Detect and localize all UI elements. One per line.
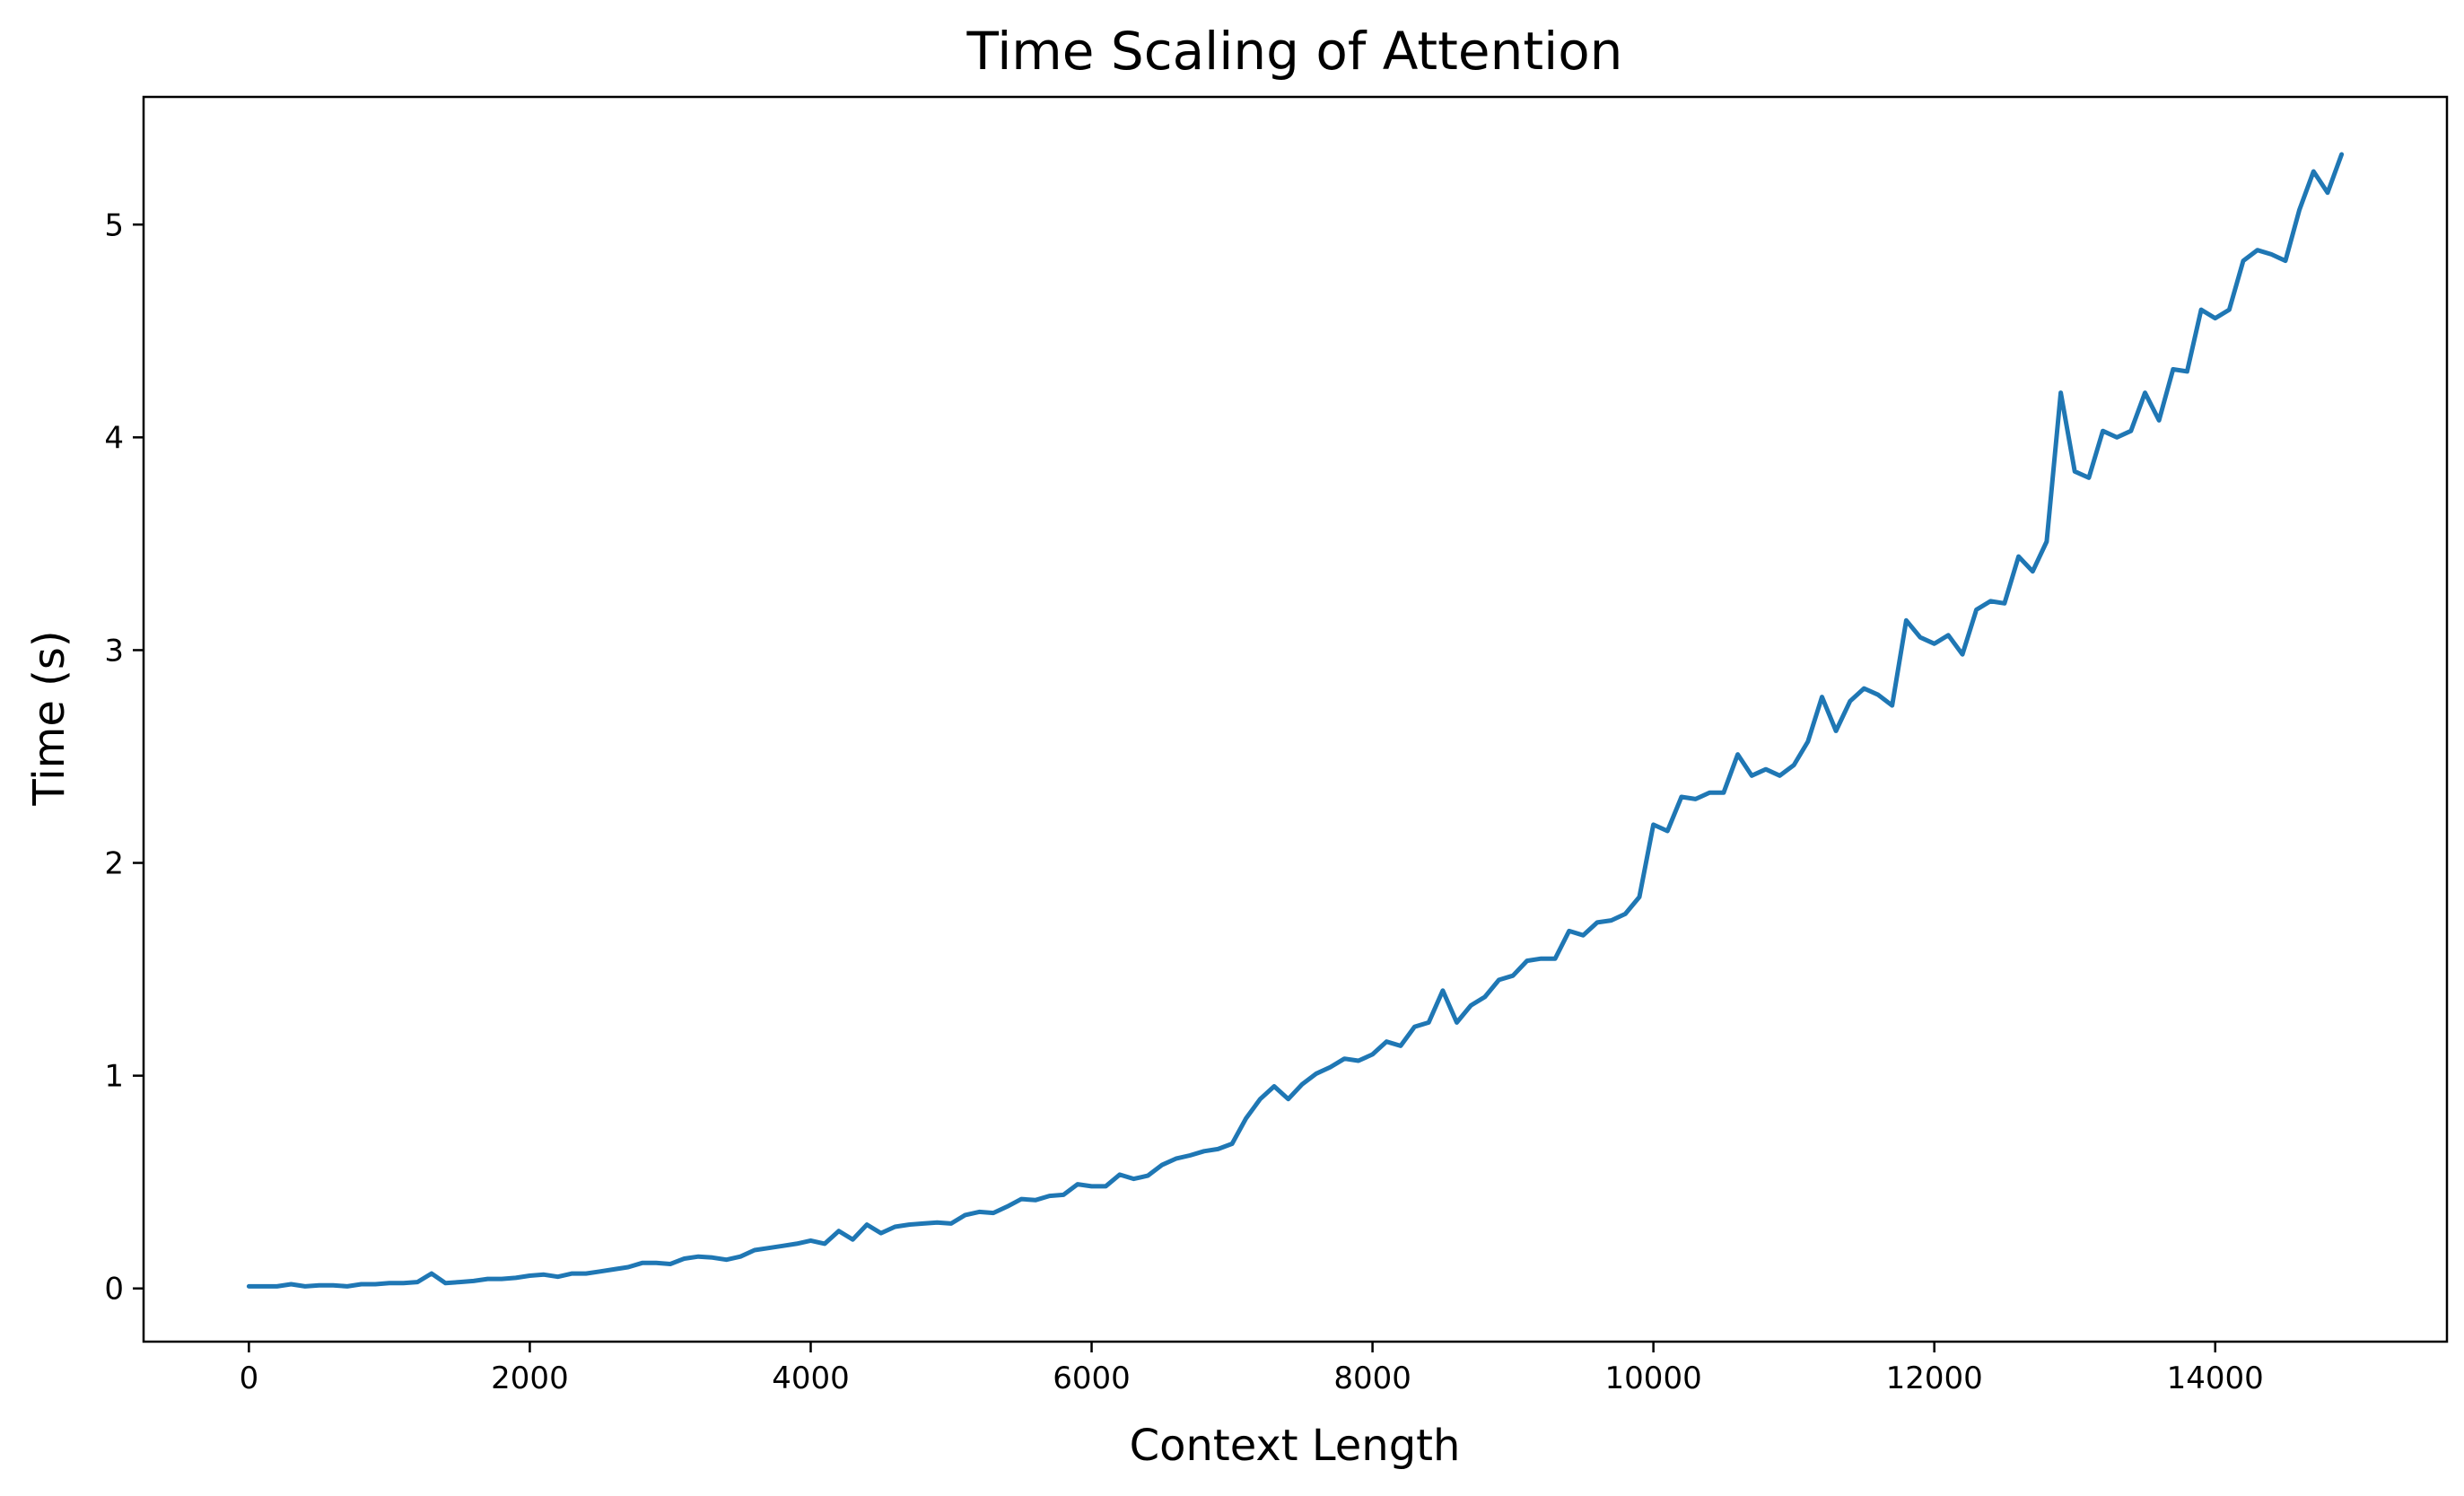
x-tick-label: 8000 [1333, 1360, 1411, 1396]
y-tick-label: 0 [104, 1272, 124, 1308]
x-tick-label: 12000 [1886, 1360, 1983, 1396]
y-axis-ticks: 0 1 2 3 4 5 [104, 207, 144, 1308]
plot-frame [142, 95, 2449, 1343]
x-tick-label: 10000 [1605, 1360, 1702, 1396]
y-axis-label: Time (s) [24, 630, 74, 806]
series-line [246, 152, 2345, 1289]
x-tick-label: 6000 [1053, 1360, 1131, 1396]
y-tick-label: 5 [104, 207, 124, 243]
y-tick-label: 4 [104, 420, 124, 456]
x-tick-label: 0 [240, 1360, 259, 1396]
chart-title: Time Scaling of Attention [966, 21, 1623, 82]
x-tick-label: 2000 [491, 1360, 569, 1396]
x-axis-ticks: 0 2000 4000 6000 8000 10000 12000 14000 [240, 1342, 2264, 1396]
x-axis-label: Context Length [1130, 1421, 1461, 1471]
x-tick-label: 4000 [772, 1360, 850, 1396]
y-tick-label: 3 [104, 633, 124, 669]
x-tick-label: 14000 [2167, 1360, 2264, 1396]
y-tick-label: 1 [104, 1059, 124, 1095]
y-tick-label: 2 [104, 846, 124, 882]
